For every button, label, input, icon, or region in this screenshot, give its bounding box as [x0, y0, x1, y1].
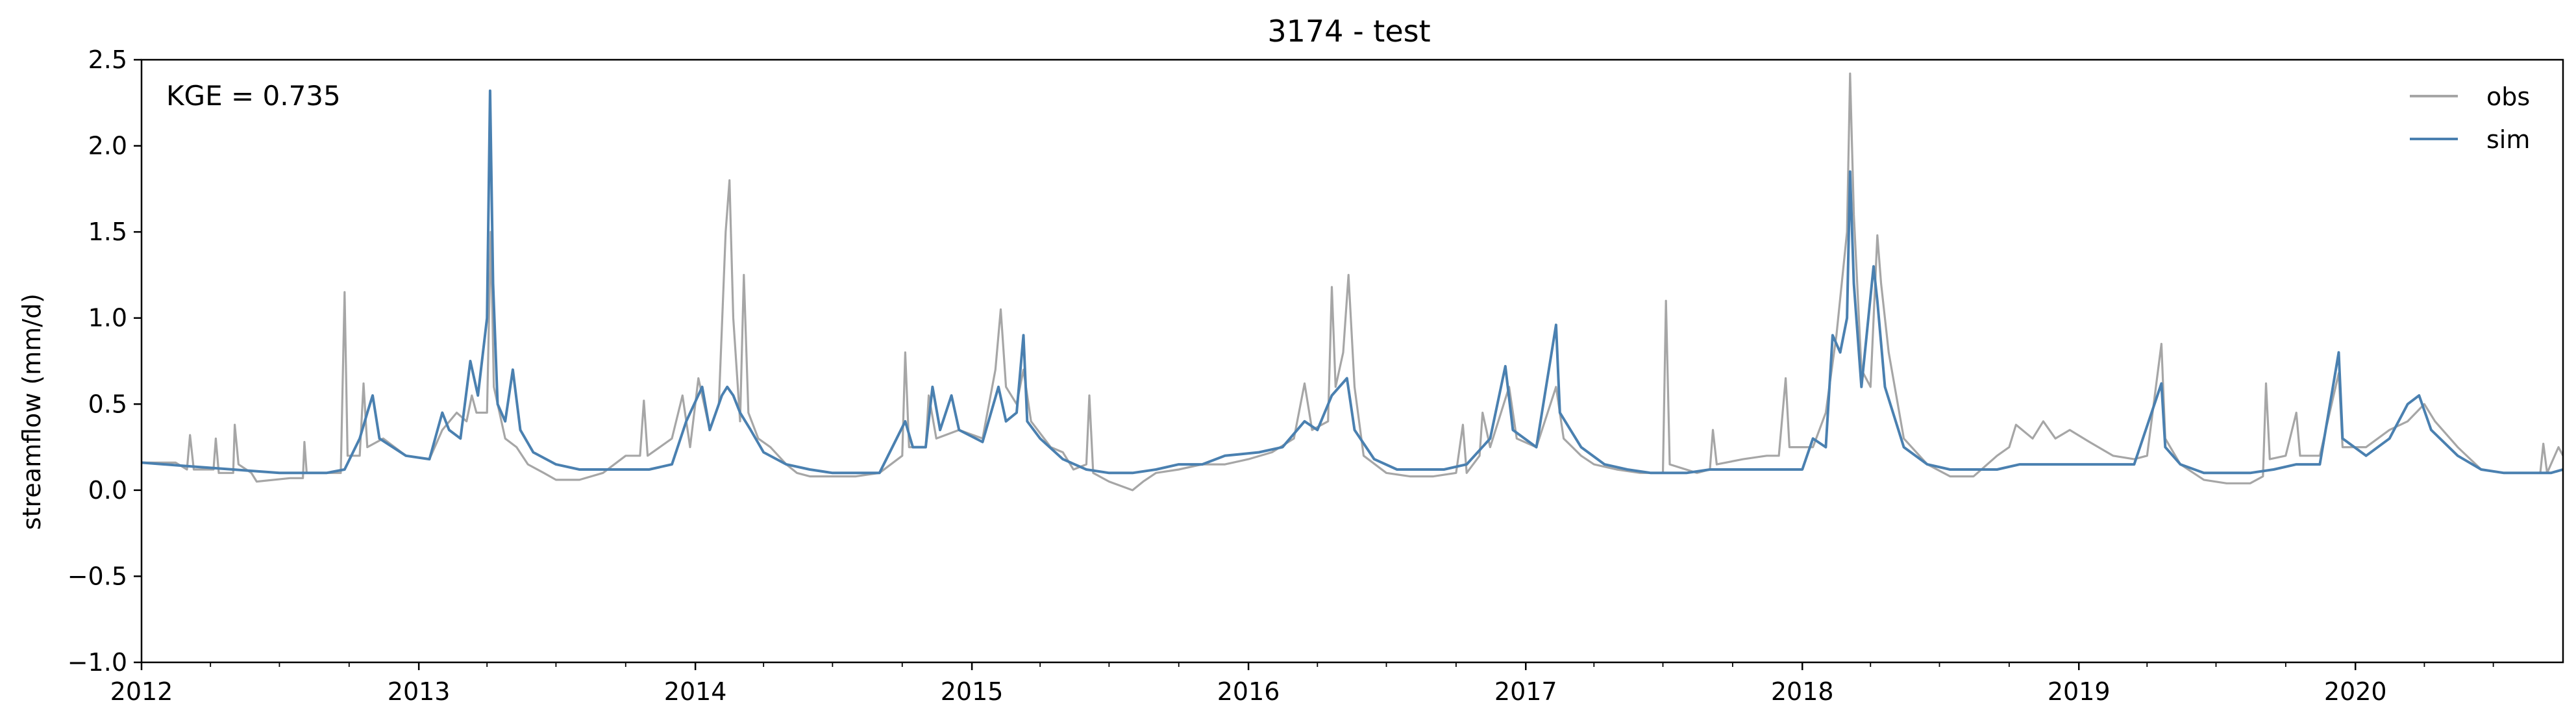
y-tick-label: 1.0 [88, 304, 127, 332]
x-tick-label: 2014 [664, 677, 727, 706]
x-axis-ticks: 2012 2013 2014 2015 2016 2017 2018 2019 2020 [110, 662, 2494, 706]
y-axis-label: streamflow (mm/d) [18, 294, 46, 530]
y-tick-label: 0.0 [88, 476, 127, 505]
series-line-sim [142, 89, 2563, 475]
x-tick-label: 2012 [110, 677, 173, 706]
y-tick-label: 2.0 [88, 132, 127, 160]
x-tick-label: 2020 [2324, 677, 2387, 706]
x-tick-label: 2013 [388, 677, 451, 706]
legend: obs sim [2410, 82, 2530, 154]
y-axis-ticks: −1.0 −0.5 0.0 0.5 1.0 1.5 2.0 2.5 [68, 45, 142, 677]
y-tick-label: −0.5 [68, 562, 127, 590]
series-line-obs [142, 72, 2563, 492]
legend-label-sim: sim [2486, 125, 2530, 154]
x-tick-label: 2015 [941, 677, 1004, 706]
x-tick-label: 2016 [1217, 677, 1280, 706]
chart-title: 3174 - test [1267, 14, 1430, 49]
x-tick-label: 2018 [1771, 677, 1834, 706]
legend-label-obs: obs [2486, 82, 2530, 111]
y-tick-label: −1.0 [68, 648, 127, 677]
y-tick-label: 1.5 [88, 218, 127, 246]
x-tick-label: 2017 [1494, 677, 1557, 706]
kge-annotation: KGE = 0.735 [166, 80, 341, 112]
x-tick-label: 2019 [2048, 677, 2111, 706]
plot-frame [140, 58, 2564, 664]
series-layer [142, 72, 2563, 492]
y-tick-label: 0.5 [88, 390, 127, 418]
y-tick-label: 2.5 [88, 45, 127, 74]
